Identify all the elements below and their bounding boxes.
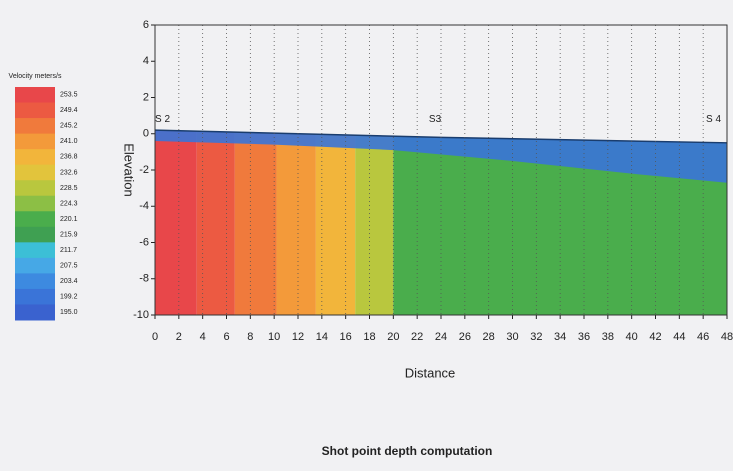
x-tick-label: 48	[721, 331, 733, 343]
legend-swatch	[15, 118, 55, 135]
legend-swatch	[15, 164, 55, 181]
legend-swatch	[15, 273, 55, 290]
legend-label: 241.0	[60, 138, 78, 145]
y-tick-label: 2	[143, 91, 149, 103]
legend-label: 232.6	[60, 169, 78, 176]
x-tick-label: 10	[268, 331, 280, 343]
legend-label: 224.3	[60, 200, 78, 207]
y-tick-label: -8	[139, 273, 149, 285]
x-tick-label: 38	[602, 331, 614, 343]
x-tick-label: 46	[697, 331, 709, 343]
x-tick-label: 4	[200, 331, 206, 343]
legend-label: 195.0	[60, 309, 78, 316]
x-tick-label: 18	[363, 331, 375, 343]
legend-label: 249.4	[60, 107, 78, 114]
legend-title: Velocity meters/s	[9, 73, 62, 80]
y-tick-label: -10	[133, 309, 149, 321]
y-tick-label: -6	[139, 236, 149, 248]
x-tick-label: 22	[411, 331, 423, 343]
x-tick-label: 26	[459, 331, 471, 343]
legend-swatch	[15, 102, 55, 119]
legend-label: 199.2	[60, 294, 78, 301]
legend-label: 253.5	[60, 92, 78, 99]
x-axis-label: Distance	[405, 365, 456, 380]
legend-swatch	[15, 87, 55, 104]
legend-label: 245.2	[60, 123, 78, 130]
legend-swatch	[15, 257, 55, 274]
weathered-layer	[155, 130, 727, 183]
station-label: S3	[429, 114, 442, 125]
y-tick-label: 6	[143, 19, 149, 31]
x-tick-label: 14	[316, 331, 328, 343]
legend-label: 220.1	[60, 216, 78, 223]
x-tick-label: 30	[506, 331, 518, 343]
x-tick-label: 40	[626, 331, 638, 343]
y-tick-label: 4	[143, 55, 149, 67]
x-tick-label: 20	[387, 331, 399, 343]
x-tick-label: 2	[176, 331, 182, 343]
legend-swatch	[15, 149, 55, 166]
x-tick-label: 24	[435, 331, 447, 343]
chart-title: Shot point depth computation	[322, 444, 493, 458]
y-axis-label: Elevation	[122, 143, 137, 196]
x-tick-label: 28	[483, 331, 495, 343]
legend-label: 215.9	[60, 231, 78, 238]
legend-swatch	[15, 242, 55, 259]
legend-label: 228.5	[60, 185, 78, 192]
y-tick-label: -4	[139, 200, 149, 212]
y-tick-label: -2	[139, 164, 149, 176]
x-tick-label: 8	[247, 331, 253, 343]
legend-swatch	[15, 226, 55, 243]
x-tick-label: 36	[578, 331, 590, 343]
y-tick-label: 0	[143, 128, 149, 140]
x-tick-label: 42	[649, 331, 661, 343]
legend-swatch	[15, 195, 55, 212]
legend-label: 203.4	[60, 278, 78, 285]
x-tick-label: 44	[673, 331, 685, 343]
legend-swatch	[15, 304, 55, 321]
x-tick-label: 0	[152, 331, 158, 343]
legend-label: 211.7	[60, 247, 77, 254]
x-tick-label: 32	[530, 331, 542, 343]
legend-swatch	[15, 211, 55, 228]
station-label: S 4	[706, 114, 721, 125]
station-label: S 2	[155, 114, 170, 125]
legend-swatch	[15, 288, 55, 305]
x-tick-label: 34	[554, 331, 566, 343]
legend-swatch	[15, 180, 55, 197]
x-tick-label: 16	[340, 331, 352, 343]
legend-swatch	[15, 133, 55, 150]
legend-label: 207.5	[60, 262, 78, 269]
legend-label: 236.8	[60, 154, 78, 161]
plot-frame	[154, 24, 728, 316]
x-tick-label: 12	[292, 331, 304, 343]
x-tick-label: 6	[223, 331, 229, 343]
